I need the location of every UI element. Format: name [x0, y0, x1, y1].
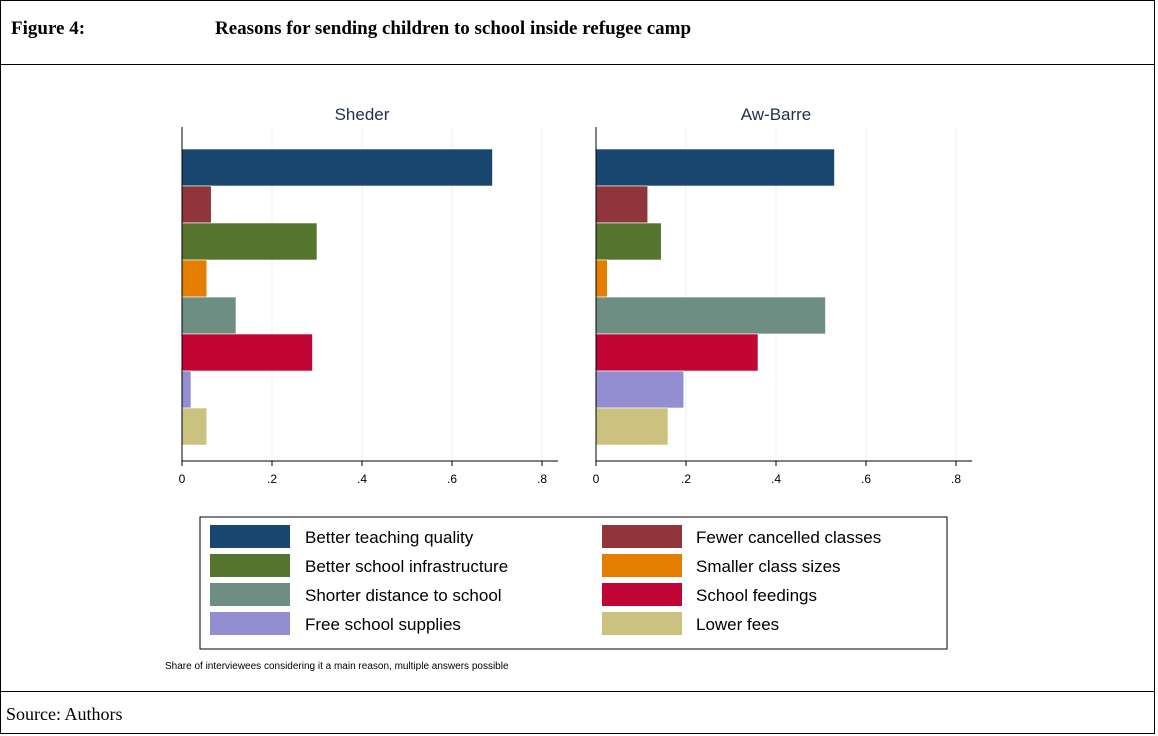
source-text: Source: Authors [6, 704, 123, 724]
panel-title: Sheder [335, 105, 390, 124]
bar [181, 333, 313, 372]
bar [181, 222, 318, 261]
bar [595, 296, 826, 335]
x-tick-label: .6 [447, 472, 457, 486]
bar [181, 148, 493, 187]
figure-footer: Source: Authors [0, 691, 1155, 734]
panel-1: 0 .2 .4 .6 .8 Aw-Barre [593, 105, 972, 486]
legend-label: Free school supplies [305, 615, 461, 634]
bar [181, 185, 212, 224]
panel-0: 0 .2 .4 .6 .8 Sheder [179, 105, 558, 486]
legend-swatch [602, 583, 682, 606]
x-tick-label: .2 [267, 472, 277, 486]
legend-swatch [210, 583, 290, 606]
legend-swatch [602, 554, 682, 577]
legend-swatch [602, 612, 682, 635]
x-tick-label: .6 [861, 472, 871, 486]
bar [595, 148, 835, 187]
bar [595, 259, 608, 298]
legend-item: Smaller class sizes [602, 554, 841, 577]
bar [181, 296, 237, 335]
bar [181, 370, 192, 409]
bar [595, 407, 669, 446]
legend-label: School feedings [696, 586, 817, 605]
x-tick-label: 0 [179, 472, 186, 486]
legend-item: Lower fees [602, 612, 779, 635]
x-tick-label: .8 [537, 472, 547, 486]
x-tick-label: .2 [681, 472, 691, 486]
legend-item: Better school infrastructure [210, 554, 508, 577]
legend-box [199, 516, 948, 650]
legend-label: Better school infrastructure [305, 557, 508, 576]
x-tick-label: .4 [771, 472, 781, 486]
x-tick-label: .4 [357, 472, 367, 486]
bar [595, 185, 649, 224]
bar-chart: 0 .2 .4 .6 .8 Sheder 0 .2 .4 .6 .8 Aw-Barre Better … [165, 105, 972, 672]
legend-label: Lower fees [696, 615, 779, 634]
legend: Better teaching quality Fewer cancelled c… [199, 516, 948, 650]
legend-item: Better teaching quality [210, 525, 474, 548]
figure-label: Figure 4: [11, 18, 86, 39]
bar [181, 259, 208, 298]
legend-item: Free school supplies [210, 612, 461, 635]
legend-label: Smaller class sizes [696, 557, 841, 576]
x-tick-label: .8 [951, 472, 961, 486]
legend-item: School feedings [602, 583, 817, 606]
panel-title: Aw-Barre [741, 105, 812, 124]
figure-title: Reasons for sending children to school i… [215, 18, 692, 39]
chart-note: Share of interviewees considering it a m… [165, 661, 509, 672]
legend-item: Shorter distance to school [210, 583, 502, 606]
legend-swatch [210, 554, 290, 577]
legend-item: Fewer cancelled classes [602, 525, 881, 548]
legend-swatch [602, 525, 682, 548]
bar [595, 222, 662, 261]
bar [595, 333, 759, 372]
legend-label: Fewer cancelled classes [696, 528, 881, 547]
legend-swatch [210, 612, 290, 635]
bar [181, 407, 208, 446]
legend-label: Better teaching quality [305, 528, 474, 547]
x-tick-label: 0 [593, 472, 600, 486]
legend-label: Shorter distance to school [305, 586, 502, 605]
bar [595, 370, 685, 409]
figure-header: Figure 4: Reasons for sending children t… [0, 0, 1155, 65]
legend-swatch [210, 525, 290, 548]
